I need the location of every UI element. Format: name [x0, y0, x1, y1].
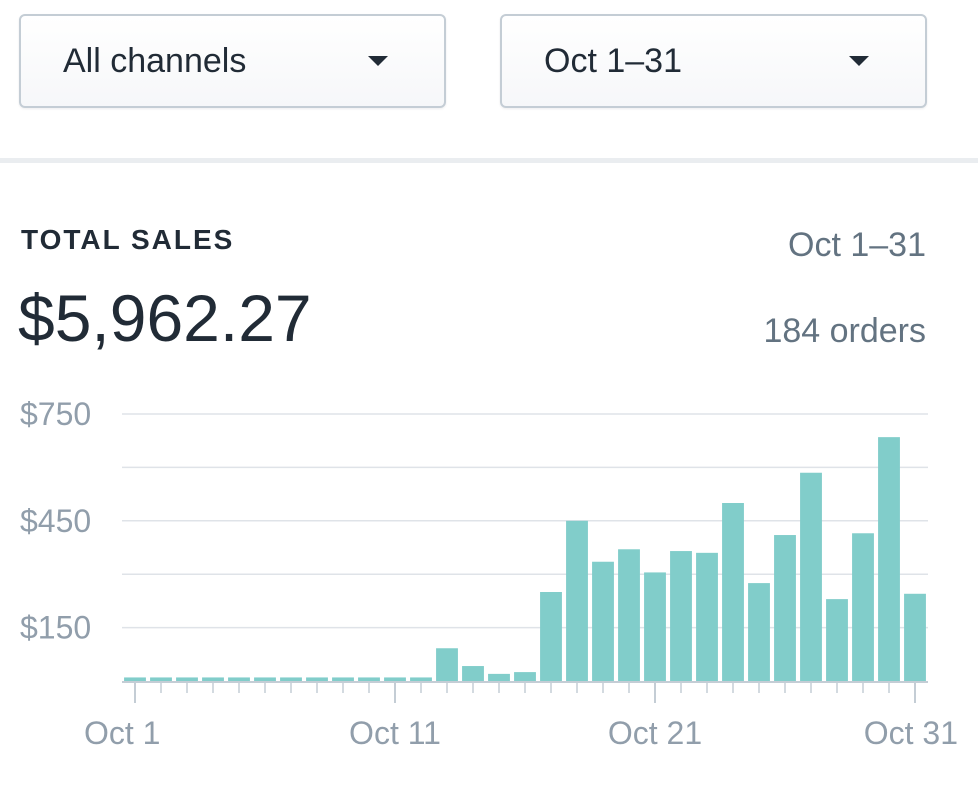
summary-date-range: Oct 1–31 [788, 226, 926, 264]
bar [202, 677, 224, 681]
bar [878, 437, 900, 681]
bar [384, 677, 406, 681]
caret-down-icon [849, 56, 869, 66]
bar [852, 533, 874, 681]
bar [696, 552, 718, 681]
bar [826, 599, 848, 681]
section-divider [0, 158, 978, 163]
filter-bar: All channels Oct 1–31 [0, 0, 978, 160]
bar [800, 472, 822, 681]
total-sales-heading: TOTAL SALES [21, 224, 235, 255]
bar [644, 572, 666, 681]
date-range-dropdown-label: Oct 1–31 [544, 41, 682, 80]
y-tick-label: $150 [20, 610, 91, 646]
y-tick-label: $750 [20, 396, 91, 432]
bar [566, 520, 588, 681]
bar [306, 677, 328, 681]
bar [748, 583, 770, 681]
x-tick-label: Oct 11 [349, 715, 441, 751]
bar [462, 666, 484, 681]
bar [254, 677, 276, 681]
bar [358, 677, 380, 681]
bar [436, 648, 458, 681]
bar [176, 677, 198, 681]
x-tick-label: Oct 21 [608, 715, 702, 751]
bar [124, 677, 146, 681]
bar [774, 535, 796, 681]
bar [228, 677, 250, 681]
x-tick-label: Oct 31 [864, 715, 958, 751]
bar [150, 677, 172, 681]
bar [540, 592, 562, 681]
y-tick-label: $450 [20, 503, 91, 539]
bar [332, 677, 354, 681]
bar [670, 551, 692, 681]
bar [592, 561, 614, 681]
caret-down-icon [368, 56, 388, 66]
bar [904, 593, 926, 681]
date-range-dropdown[interactable]: Oct 1–31 [500, 14, 927, 108]
bar [410, 677, 432, 681]
channel-dropdown-label: All channels [63, 41, 247, 80]
x-tick-label: Oct 1 [84, 715, 160, 751]
bar [618, 549, 640, 681]
sales-bar-chart: $750 $450 $150 Oct 1 Oct 11 Oct 21 Oct 31 [20, 396, 958, 751]
bar [280, 677, 302, 681]
bar [722, 503, 744, 681]
total-sales-value: $5,962.27 [18, 281, 312, 355]
bar [514, 672, 536, 681]
orders-count: 184 orders [763, 312, 926, 350]
channel-dropdown[interactable]: All channels [19, 14, 446, 108]
bar [488, 673, 510, 681]
